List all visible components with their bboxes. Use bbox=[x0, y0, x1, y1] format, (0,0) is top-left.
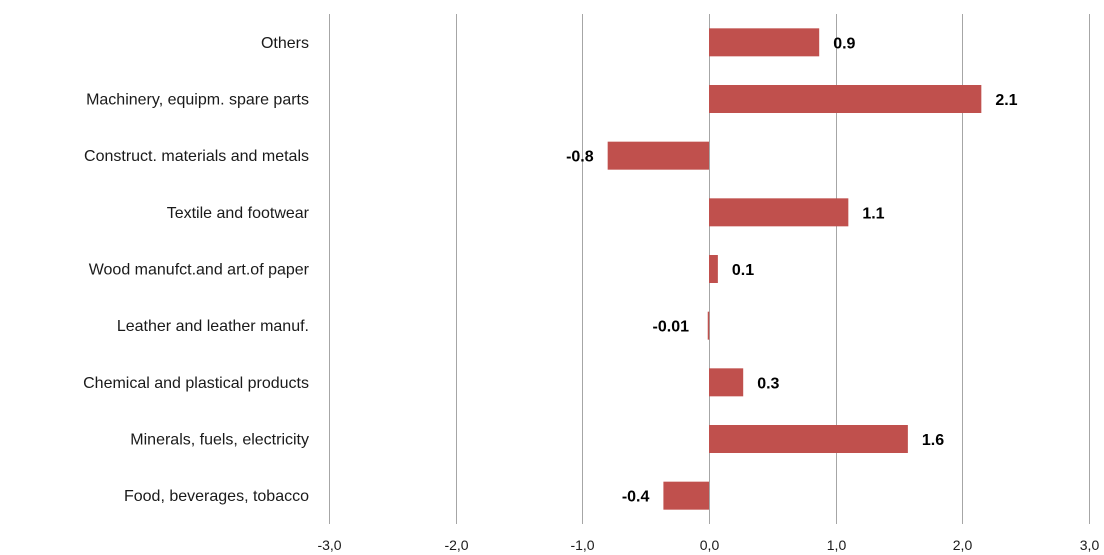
data-label: -0.4 bbox=[622, 489, 650, 506]
x-tick-label: 3,0 bbox=[1080, 537, 1100, 553]
data-label: -0.8 bbox=[566, 149, 594, 166]
category-label: Machinery, equipm. spare parts bbox=[86, 92, 309, 109]
bar bbox=[709, 255, 718, 283]
data-label: 0.9 bbox=[833, 35, 855, 52]
x-tick-label: -3,0 bbox=[317, 537, 341, 553]
bar bbox=[709, 368, 744, 397]
category-label: Food, beverages, tobacco bbox=[124, 488, 309, 505]
category-label: Textile and footwear bbox=[167, 205, 310, 222]
x-tick-label: -1,0 bbox=[570, 537, 594, 553]
data-label: 0.3 bbox=[757, 375, 779, 392]
category-label: Minerals, fuels, electricity bbox=[130, 432, 309, 449]
data-label: 1.1 bbox=[862, 205, 884, 222]
category-label: Chemical and plastical products bbox=[83, 375, 309, 392]
data-label: 1.6 bbox=[922, 432, 944, 449]
category-label: Wood manufct.and art.of paper bbox=[89, 262, 310, 279]
category-label: Construct. materials and metals bbox=[84, 148, 309, 165]
x-axis-tick-labels: -3,0 -2,0 -1,0 0,0 1,0 2,0 3,0 bbox=[317, 537, 1099, 553]
bar bbox=[709, 85, 982, 113]
bar bbox=[709, 28, 820, 57]
x-tick-label: 0,0 bbox=[700, 537, 720, 553]
bar bbox=[607, 141, 709, 170]
bar bbox=[709, 425, 908, 453]
x-tick-label: -2,0 bbox=[444, 537, 468, 553]
bar bbox=[709, 198, 849, 227]
bars bbox=[607, 28, 982, 510]
data-label: -0.01 bbox=[653, 319, 690, 336]
category-labels: Others Machinery, equipm. spare parts Cons… bbox=[83, 35, 310, 505]
data-labels: 0.9 2.1 -0.8 1.1 0.1 -0.01 0.3 1.6 -0.4 bbox=[566, 35, 1018, 505]
category-label: Leather and leather manuf. bbox=[117, 318, 309, 335]
bar bbox=[707, 311, 710, 340]
data-label: 0.1 bbox=[732, 262, 754, 279]
data-label: 2.1 bbox=[995, 92, 1017, 109]
category-label: Others bbox=[261, 35, 309, 52]
bar bbox=[663, 481, 709, 510]
x-tick-label: 1,0 bbox=[827, 537, 847, 553]
x-tick-label: 2,0 bbox=[953, 537, 973, 553]
